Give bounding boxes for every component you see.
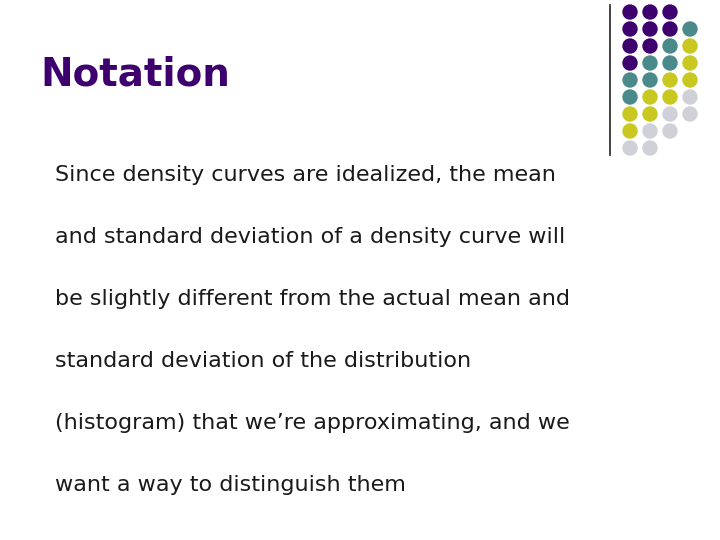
Circle shape <box>683 73 697 87</box>
Circle shape <box>683 56 697 70</box>
Circle shape <box>623 22 637 36</box>
Circle shape <box>623 56 637 70</box>
Circle shape <box>683 22 697 36</box>
Circle shape <box>623 73 637 87</box>
Circle shape <box>623 5 637 19</box>
Circle shape <box>623 107 637 121</box>
Circle shape <box>663 124 677 138</box>
Circle shape <box>623 90 637 104</box>
Circle shape <box>623 124 637 138</box>
Text: want a way to distinguish them: want a way to distinguish them <box>55 475 406 495</box>
Circle shape <box>663 22 677 36</box>
Text: be slightly different from the actual mean and: be slightly different from the actual me… <box>55 289 570 309</box>
Text: (histogram) that we’re approximating, and we: (histogram) that we’re approximating, an… <box>55 413 570 433</box>
Circle shape <box>663 73 677 87</box>
Circle shape <box>643 90 657 104</box>
Circle shape <box>643 141 657 155</box>
Circle shape <box>683 107 697 121</box>
Text: and standard deviation of a density curve will: and standard deviation of a density curv… <box>55 227 565 247</box>
Circle shape <box>643 107 657 121</box>
Circle shape <box>623 141 637 155</box>
Circle shape <box>683 39 697 53</box>
Text: Notation: Notation <box>40 55 230 93</box>
Circle shape <box>643 22 657 36</box>
Text: Since density curves are idealized, the mean: Since density curves are idealized, the … <box>55 165 556 185</box>
Circle shape <box>663 56 677 70</box>
Circle shape <box>663 90 677 104</box>
Circle shape <box>643 5 657 19</box>
Circle shape <box>663 5 677 19</box>
Circle shape <box>643 39 657 53</box>
Circle shape <box>683 90 697 104</box>
Circle shape <box>663 39 677 53</box>
Text: standard deviation of the distribution: standard deviation of the distribution <box>55 351 471 371</box>
Circle shape <box>643 73 657 87</box>
Circle shape <box>623 39 637 53</box>
Circle shape <box>643 124 657 138</box>
Circle shape <box>643 56 657 70</box>
Circle shape <box>663 107 677 121</box>
